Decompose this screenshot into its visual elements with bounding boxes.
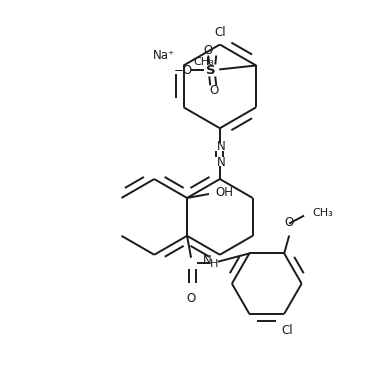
Text: O: O <box>285 215 294 229</box>
Text: O: O <box>187 292 196 305</box>
Text: Na⁺: Na⁺ <box>152 49 174 62</box>
Text: CH₃: CH₃ <box>193 58 214 67</box>
Text: S: S <box>207 64 216 77</box>
Text: O: O <box>210 84 219 97</box>
Text: N: N <box>203 254 211 267</box>
Text: N: N <box>217 139 226 153</box>
Text: OH: OH <box>215 186 233 200</box>
Text: H: H <box>210 259 218 269</box>
Text: N: N <box>217 156 226 168</box>
Text: Cl: Cl <box>214 26 226 39</box>
Text: Cl: Cl <box>281 324 293 337</box>
Text: CH₃: CH₃ <box>312 208 333 218</box>
Text: −O: −O <box>174 64 193 77</box>
Text: O: O <box>204 44 213 57</box>
